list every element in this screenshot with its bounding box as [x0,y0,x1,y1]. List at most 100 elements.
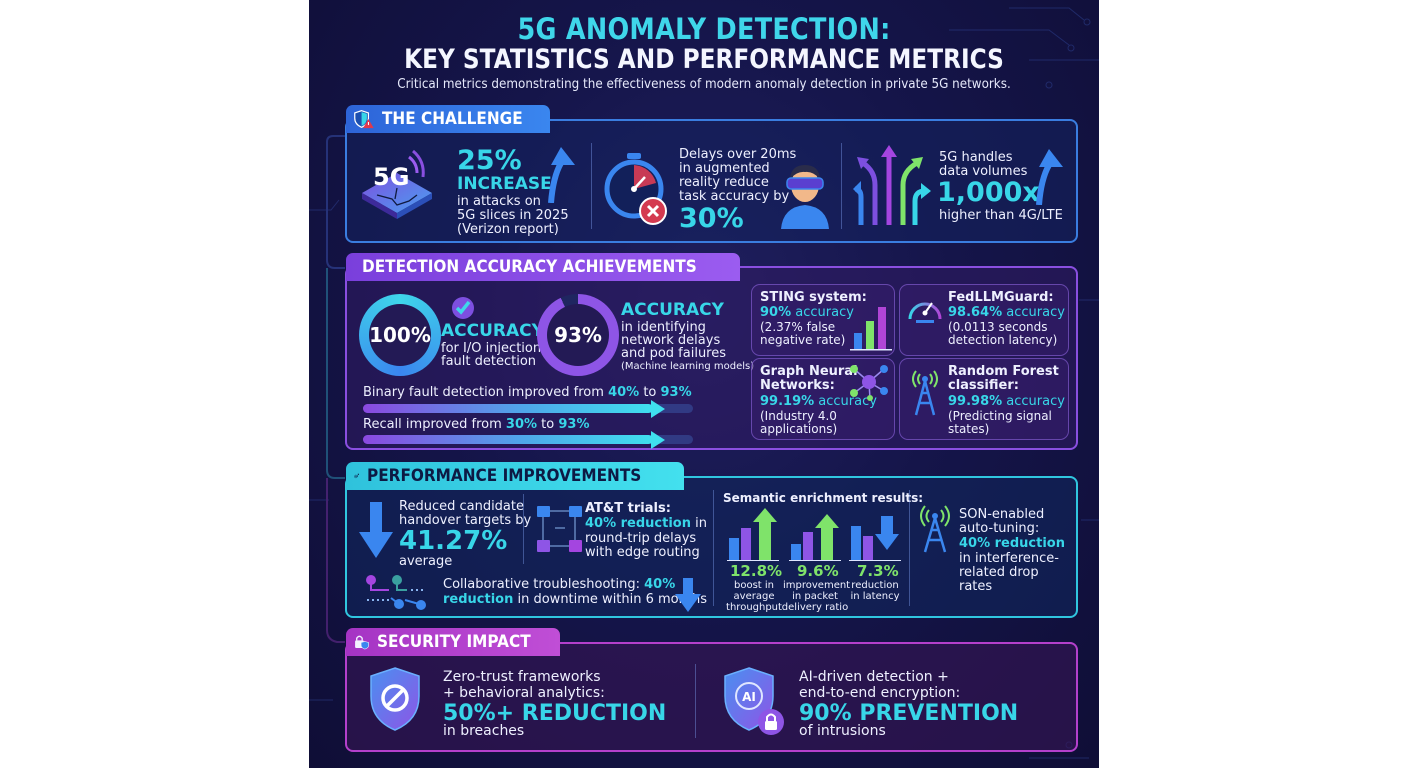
card-gnn-desc1: (Industry 4.0 [760,409,837,423]
up-arrow-icon [753,508,777,560]
semantic-latency-value: 7.3% [857,562,899,580]
semantic-throughput-desc3: throughput [726,602,782,613]
page-title-line2: KEY STATISTICS AND PERFORMANCE METRICS [404,44,1004,75]
card-gnn-unit: accuracy [814,394,877,409]
infographic-poster: 5G ANOMALY DETECTION: KEY STATISTICS AND… [309,0,1099,768]
progress-recall-mid: to [537,417,559,432]
signal-tower-icon [912,370,938,416]
section-header-detection: DETECTION ACCURACY ACHIEVEMENTS [346,253,740,281]
ring2-label: ACCURACY [621,300,724,320]
ring2-desc2: network delays [621,333,721,348]
security-ai-desc1: AI-driven detection + [799,669,949,685]
progress-arrow-icon [651,431,665,449]
challenge-stat-25-label: INCREASE [457,174,552,194]
card-rf-unit: accuracy [1002,394,1065,409]
security-zero-trust-value: 50%+ REDUCTION [443,701,667,726]
ring2-desc1: in identifying [621,320,706,335]
divider [523,494,524,564]
mini-bar [851,526,861,560]
progress-recall-to: 93% [558,417,590,432]
semantic-throughput-value: 12.8% [730,562,783,580]
card-sting-value: 90% [760,305,792,320]
section-header-challenge: THE CHALLENGE [346,105,550,133]
shield-warning-icon [354,110,374,129]
section-title-detection: DETECTION ACCURACY ACHIEVEMENTS [362,257,697,277]
card-gnn-accuracy: 99.19% accuracy [760,395,877,409]
semantic-delivery-value: 9.6% [797,562,839,580]
section-title-performance: PERFORMANCE IMPROVEMENTS [367,466,642,486]
progress-binary-to: 93% [660,385,692,400]
mini-bar [791,544,801,560]
ring1-desc1: for I/O injection [441,341,542,356]
security-ai-value: 90% PREVENTION [799,701,1019,726]
challenge-stat-25-source: (Verizon report) [457,222,559,237]
divider [713,490,714,606]
semantic-delivery-desc3: delivery ratio [781,602,849,613]
progress-binary-fill [363,404,653,413]
challenge-stat-25-value: 25% [457,145,522,176]
mini-bar [863,536,873,560]
semantic-throughput-desc2: average [733,591,775,602]
card-fedllmguard-unit: accuracy [1002,305,1065,320]
divider [841,143,842,229]
card-gnn-desc2: applications) [760,422,838,436]
progress-binary-prefix: Binary fault detection improved from [363,385,609,400]
card-gnn-value: 99.19% [760,394,815,409]
security-zero-trust-desc3: in breaches [443,723,525,739]
challenge-ar-desc4: task accuracy by [679,189,790,204]
5g-label: 5G [373,163,410,191]
svg-text:AI: AI [742,690,756,704]
challenge-volume-desc3: higher than 4G/LTE [939,208,1063,223]
up-arrow-icon [548,147,575,203]
baseline [727,559,779,561]
baseline [789,559,841,561]
challenge-ar-value: 30% [679,203,744,234]
security-ai-desc2: end-to-end encryption: [799,685,961,701]
vr-headset-person-icon [781,165,829,229]
son-desc2: auto-tuning: [959,521,1040,536]
security-zero-trust-desc2: + behavioral analytics: [443,685,605,701]
card-fedllmguard-desc1: (0.0113 seconds [948,320,1048,334]
challenge-volume-value: 1,000x [937,177,1040,208]
progress-recall-label: Recall improved from 30% to 93% [363,418,590,432]
challenge-stat-25-desc1: in attacks on [457,194,541,209]
att-desc3: with edge routing [585,545,700,560]
collab-line2: reduction in downtime within 6 months [443,593,707,607]
divider [591,143,592,229]
edge-routing-diagram-icon [537,506,582,552]
progress-recall-prefix: Recall improved from [363,417,506,432]
ring2-note: (Machine learning models) [621,361,755,372]
challenge-volume-desc2: data volumes [939,164,1028,179]
collab-value2: reduction [443,592,514,607]
att-tail: in [691,516,707,531]
card-gnn: Graph Neural Networks: 99.19% accuracy (… [751,358,895,440]
handover-desc2: handover targets by [399,513,532,528]
card-sting: STING system: 90% accuracy (2.37% false … [751,284,895,356]
gear-arrow-icon [354,473,360,479]
challenge-ar-desc1: Delays over 20ms [679,147,797,162]
semantic-chart-delivery [789,508,841,561]
son-desc5: rates [959,579,993,594]
card-sting-desc2: negative rate) [760,333,846,347]
signal-tower-icon [920,505,950,553]
accuracy-ring-100-value: 100% [369,304,431,366]
card-rf-desc1: (Predicting signal [948,409,1052,423]
att-value-line: 40% reduction in [585,517,707,531]
card-rf-desc2: states) [948,422,990,436]
collab-line1: Collaborative troubleshooting: 40% [443,578,675,592]
challenge-volume-desc1: 5G handles [939,150,1013,165]
card-fedllmguard-accuracy: 98.64% accuracy [948,306,1065,320]
section-header-performance: PERFORMANCE IMPROVEMENTS [346,462,684,490]
son-desc3: in interference- [959,551,1059,566]
ring1-label: ACCURACY [441,321,544,341]
up-arrow-icon [1036,149,1063,205]
security-ai-desc3: of intrusions [799,723,886,739]
mini-bar [741,528,751,560]
card-fedllmguard: FedLLMGuard: 98.64% accuracy (0.0113 sec… [899,284,1069,356]
page-title-line1: 5G ANOMALY DETECTION: [517,12,891,46]
semantic-delivery-desc1: improvement [783,580,851,591]
page-subtitle: Critical metrics demonstrating the effec… [397,77,1011,92]
baseline [849,559,901,561]
5g-cracked-tile-icon [362,149,432,219]
card-sting-accuracy: 90% accuracy [760,306,854,320]
